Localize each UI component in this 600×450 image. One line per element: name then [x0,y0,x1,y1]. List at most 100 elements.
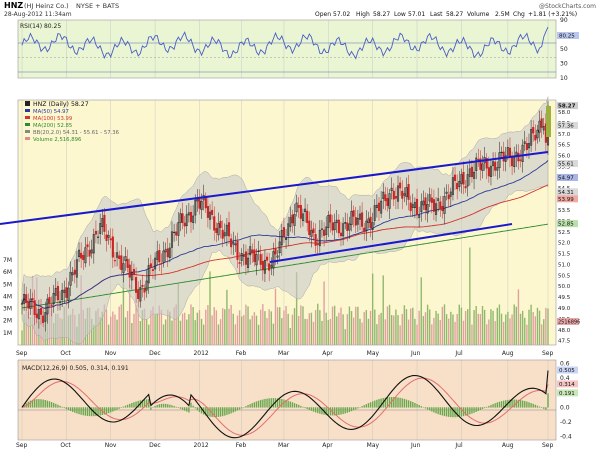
candle-body [392,190,395,200]
macd-hist-bar [63,407,65,409]
volume-bar [224,309,226,345]
rsi-tick-label: 90 [560,17,568,24]
macd-hist-bar [234,407,237,412]
candle-body [23,294,26,304]
company-label: (HJ Heinz Co.) [24,2,69,10]
low-value: 57.01 [408,11,425,18]
candle-body [200,201,203,210]
price-value-badge [557,195,578,203]
candle-body [107,235,110,238]
macd-hist-bar [534,404,537,408]
macd-hist-bar [431,407,433,412]
macd-hist-bar [143,399,146,408]
volume-bar [236,315,239,345]
macd-hist-bar [312,407,315,412]
candle-body [162,250,165,263]
volume-bar [450,311,452,345]
volume-bar [319,310,321,345]
candle-body [411,204,414,208]
volume-bar [262,304,264,345]
volume-bar [536,307,539,345]
candle-body [141,284,144,287]
candle-body [437,198,440,201]
candle-body [327,215,330,228]
candle-body [183,222,186,227]
candle-body [185,214,188,227]
macd-hist-bar [67,407,70,411]
price-value-badge [557,173,578,181]
candle-body [301,213,305,222]
volume-bar [532,312,534,345]
candle-body [458,180,461,187]
x-axis-label: Apr [322,350,333,357]
volume-bar [416,324,418,345]
volume-bar [382,275,384,345]
macd-hist-bar [253,402,256,408]
candle-body [530,129,533,146]
candle-body [143,288,146,293]
volume-tick-label: 1M [3,330,12,337]
volume-bar [251,315,253,345]
macd-tick-label: 0.4 [560,375,570,382]
candle-body [196,198,199,202]
macd-hist-bar [452,407,454,418]
candle-body [316,243,319,245]
candle-body [451,177,454,195]
candle-body [441,205,444,211]
macd-hist-bar [124,405,127,408]
macd-hist-bar [464,407,467,416]
macd-hist-bar [374,400,376,408]
volume-bar [312,321,315,345]
candle-body [329,214,332,223]
macd-hist-bar [137,400,139,408]
candle-body [399,182,402,189]
candle-body [122,263,125,273]
macd-hist-bar [365,404,368,408]
volume-bar [103,304,106,345]
candle-body [223,232,226,237]
volume-bar [327,320,330,345]
candle-body [475,157,478,171]
macd-hist-bar [540,407,543,408]
macd-hist-bar [458,407,460,417]
volume-bar [245,304,247,345]
candle-body [42,315,45,323]
volume-bar [344,329,346,345]
legend-ma200: MA(200) 52.85 [33,123,72,129]
price-tick-label: 58.0 [558,110,571,116]
rsi-tick-label: 10 [560,75,568,82]
macd-hist-bar [517,399,520,408]
macd-hist-bar [224,407,226,416]
volume-bar [473,310,475,345]
candle-body [63,289,66,293]
legend-swatch-ma100 [25,116,30,119]
candle-body [291,214,294,224]
volume-bar [276,307,279,345]
volume-bar [424,312,427,345]
candle-body [310,230,313,237]
macd-hist-bar [156,404,158,408]
volume-tick-label: 5M [3,281,12,288]
macd-hist-bar [141,399,144,408]
macd-hist-bar [55,403,57,408]
macd-hist-bar [433,407,435,413]
price-value-badge [557,188,578,196]
volume-bar [371,273,374,345]
volume-bar [490,309,492,345]
macd-hist-bar [395,397,397,408]
candle-body [261,261,264,271]
rsi-line [21,26,549,60]
macd-tick-label: -0.4 [560,433,572,440]
candle-body [542,126,545,131]
candle-body [337,219,340,234]
volume-bar [380,312,382,345]
volume-bar [333,305,336,345]
candle-body [304,208,307,212]
volume-bar [517,289,520,345]
macd-hist-bar [221,407,224,417]
volume-bar [240,316,243,345]
candle-body [285,238,288,240]
macd-value-badge [557,389,578,397]
candle-body [477,159,480,161]
macd-hist-bar [186,407,188,412]
